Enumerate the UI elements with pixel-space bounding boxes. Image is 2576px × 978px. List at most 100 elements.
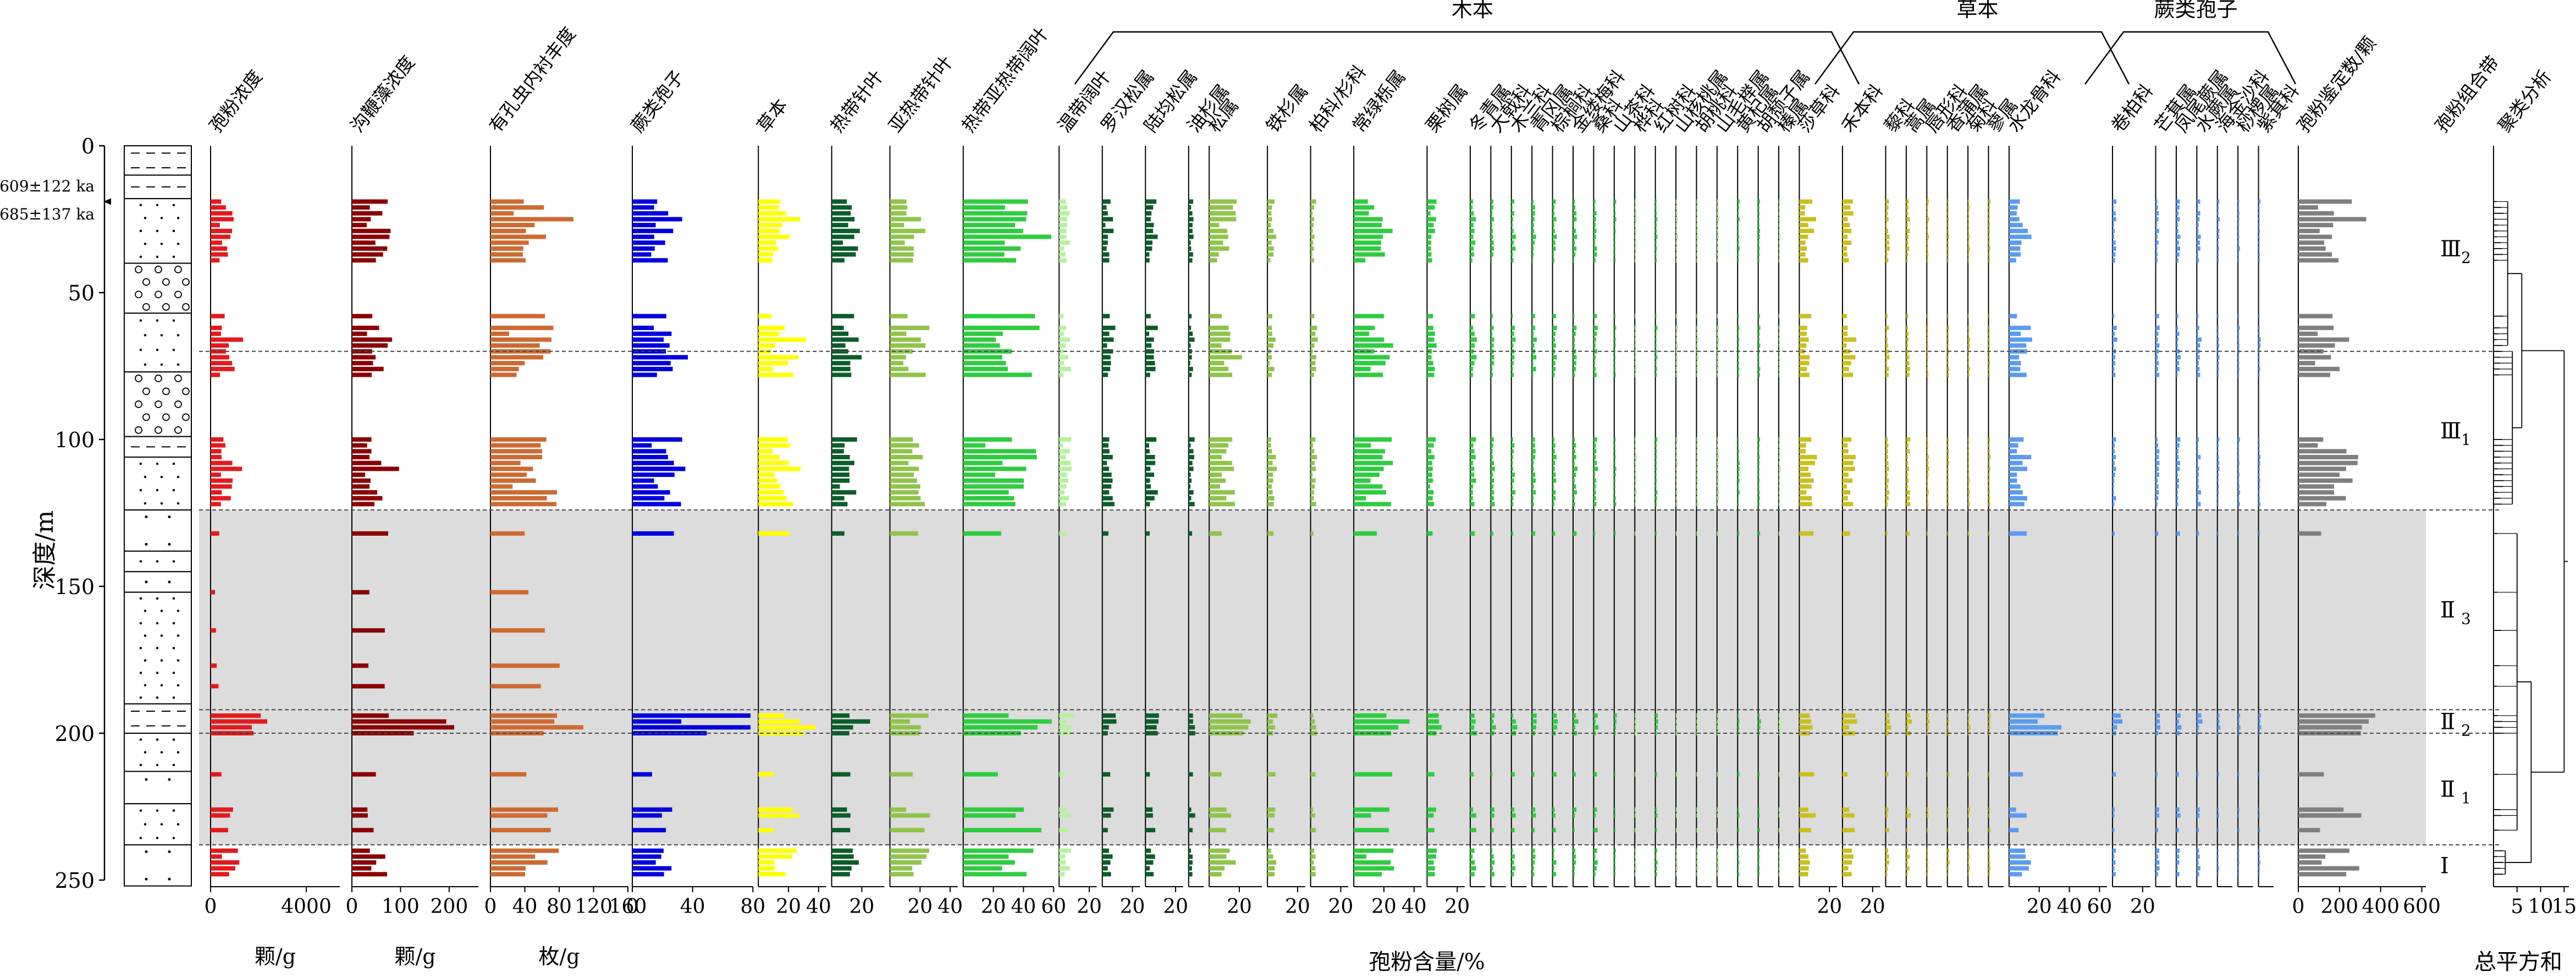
bar	[1614, 828, 1615, 833]
bar	[1968, 449, 1970, 454]
bar	[1532, 828, 1535, 833]
bar	[1885, 713, 1890, 718]
x-tick-label: 20	[1371, 895, 1397, 918]
bar	[1655, 490, 1658, 495]
bar	[2176, 466, 2180, 471]
gravel-mark	[174, 375, 182, 382]
unit-label: 颗/g	[255, 944, 296, 969]
bar	[758, 361, 788, 366]
bar	[1614, 337, 1616, 342]
silt-mark	[139, 229, 142, 233]
silt-mark	[156, 488, 159, 492]
bar	[1310, 478, 1316, 483]
bar	[1737, 372, 1739, 377]
bar	[1988, 490, 1990, 495]
bar	[1427, 502, 1435, 507]
x-tick-label: 40	[937, 895, 963, 918]
bar	[1968, 366, 1970, 371]
bar	[1947, 725, 1949, 730]
bar	[1906, 240, 1908, 245]
silt-mark	[156, 622, 159, 625]
gravel-mark	[155, 375, 162, 382]
bar	[758, 772, 774, 777]
bar	[1635, 719, 1637, 724]
bar	[1145, 331, 1149, 336]
gravel-mark	[174, 266, 182, 273]
bar	[2258, 258, 2260, 263]
bar	[1696, 866, 1698, 871]
bar	[1552, 478, 1557, 483]
bar	[1511, 484, 1513, 489]
group-label: 木本	[1452, 0, 1493, 21]
bar	[1968, 496, 1970, 501]
bar	[1188, 366, 1193, 371]
bar	[1676, 343, 1678, 348]
bar	[1427, 355, 1432, 360]
silt-mark	[160, 609, 163, 612]
bar	[2258, 234, 2260, 239]
bar	[1696, 848, 1698, 853]
bar	[352, 531, 388, 536]
bar	[963, 490, 1009, 495]
bar	[1885, 772, 1889, 777]
bar	[1593, 466, 1598, 471]
bar	[2176, 252, 2180, 257]
bar	[1696, 217, 1698, 222]
bar	[2217, 807, 2219, 812]
bar	[1573, 496, 1575, 501]
bar	[1427, 372, 1435, 377]
bar	[1906, 502, 1911, 507]
bar	[1676, 258, 1678, 263]
bar	[1696, 854, 1698, 859]
bar	[1906, 725, 1909, 730]
bar	[1573, 258, 1574, 263]
bar	[2258, 719, 2261, 724]
bar	[1696, 860, 1698, 865]
bar	[1842, 719, 1857, 724]
bar	[2258, 807, 2260, 812]
bar	[1676, 199, 1678, 204]
silt-mark	[156, 462, 159, 465]
bar	[1614, 872, 1615, 877]
silt-mark	[160, 243, 163, 245]
lithology-layer	[124, 571, 192, 593]
bar	[1470, 490, 1473, 495]
bar	[490, 772, 527, 777]
bar	[632, 326, 654, 331]
bar	[1470, 240, 1476, 245]
silt-mark	[139, 809, 142, 812]
bar	[1655, 502, 1657, 507]
bar	[352, 258, 376, 263]
bar	[1779, 314, 1780, 318]
bar	[890, 455, 923, 460]
silt-mark	[139, 255, 142, 259]
bar	[758, 314, 771, 318]
x-tick-label: 40	[512, 895, 538, 918]
bar	[1532, 211, 1535, 216]
bar	[1573, 478, 1575, 483]
bar	[831, 866, 852, 871]
bar	[1059, 496, 1069, 501]
bar	[1635, 860, 1636, 865]
bar	[1655, 361, 1657, 366]
bar	[352, 246, 388, 251]
bar	[1310, 854, 1316, 859]
group-bracket	[1814, 31, 2130, 85]
group-bracket	[1074, 31, 1860, 85]
bar	[1491, 205, 1493, 210]
bar	[632, 807, 672, 812]
bar	[1717, 199, 1719, 204]
bar	[963, 326, 1040, 331]
bar	[1511, 337, 1516, 342]
bar	[1906, 314, 1908, 318]
bar	[1655, 496, 1657, 501]
bar	[1676, 366, 1678, 371]
bar	[1491, 349, 1494, 354]
bar	[1188, 484, 1191, 489]
bar	[1059, 484, 1067, 489]
bar	[1885, 478, 1889, 483]
bar	[2176, 860, 2180, 865]
bar	[1758, 772, 1760, 777]
